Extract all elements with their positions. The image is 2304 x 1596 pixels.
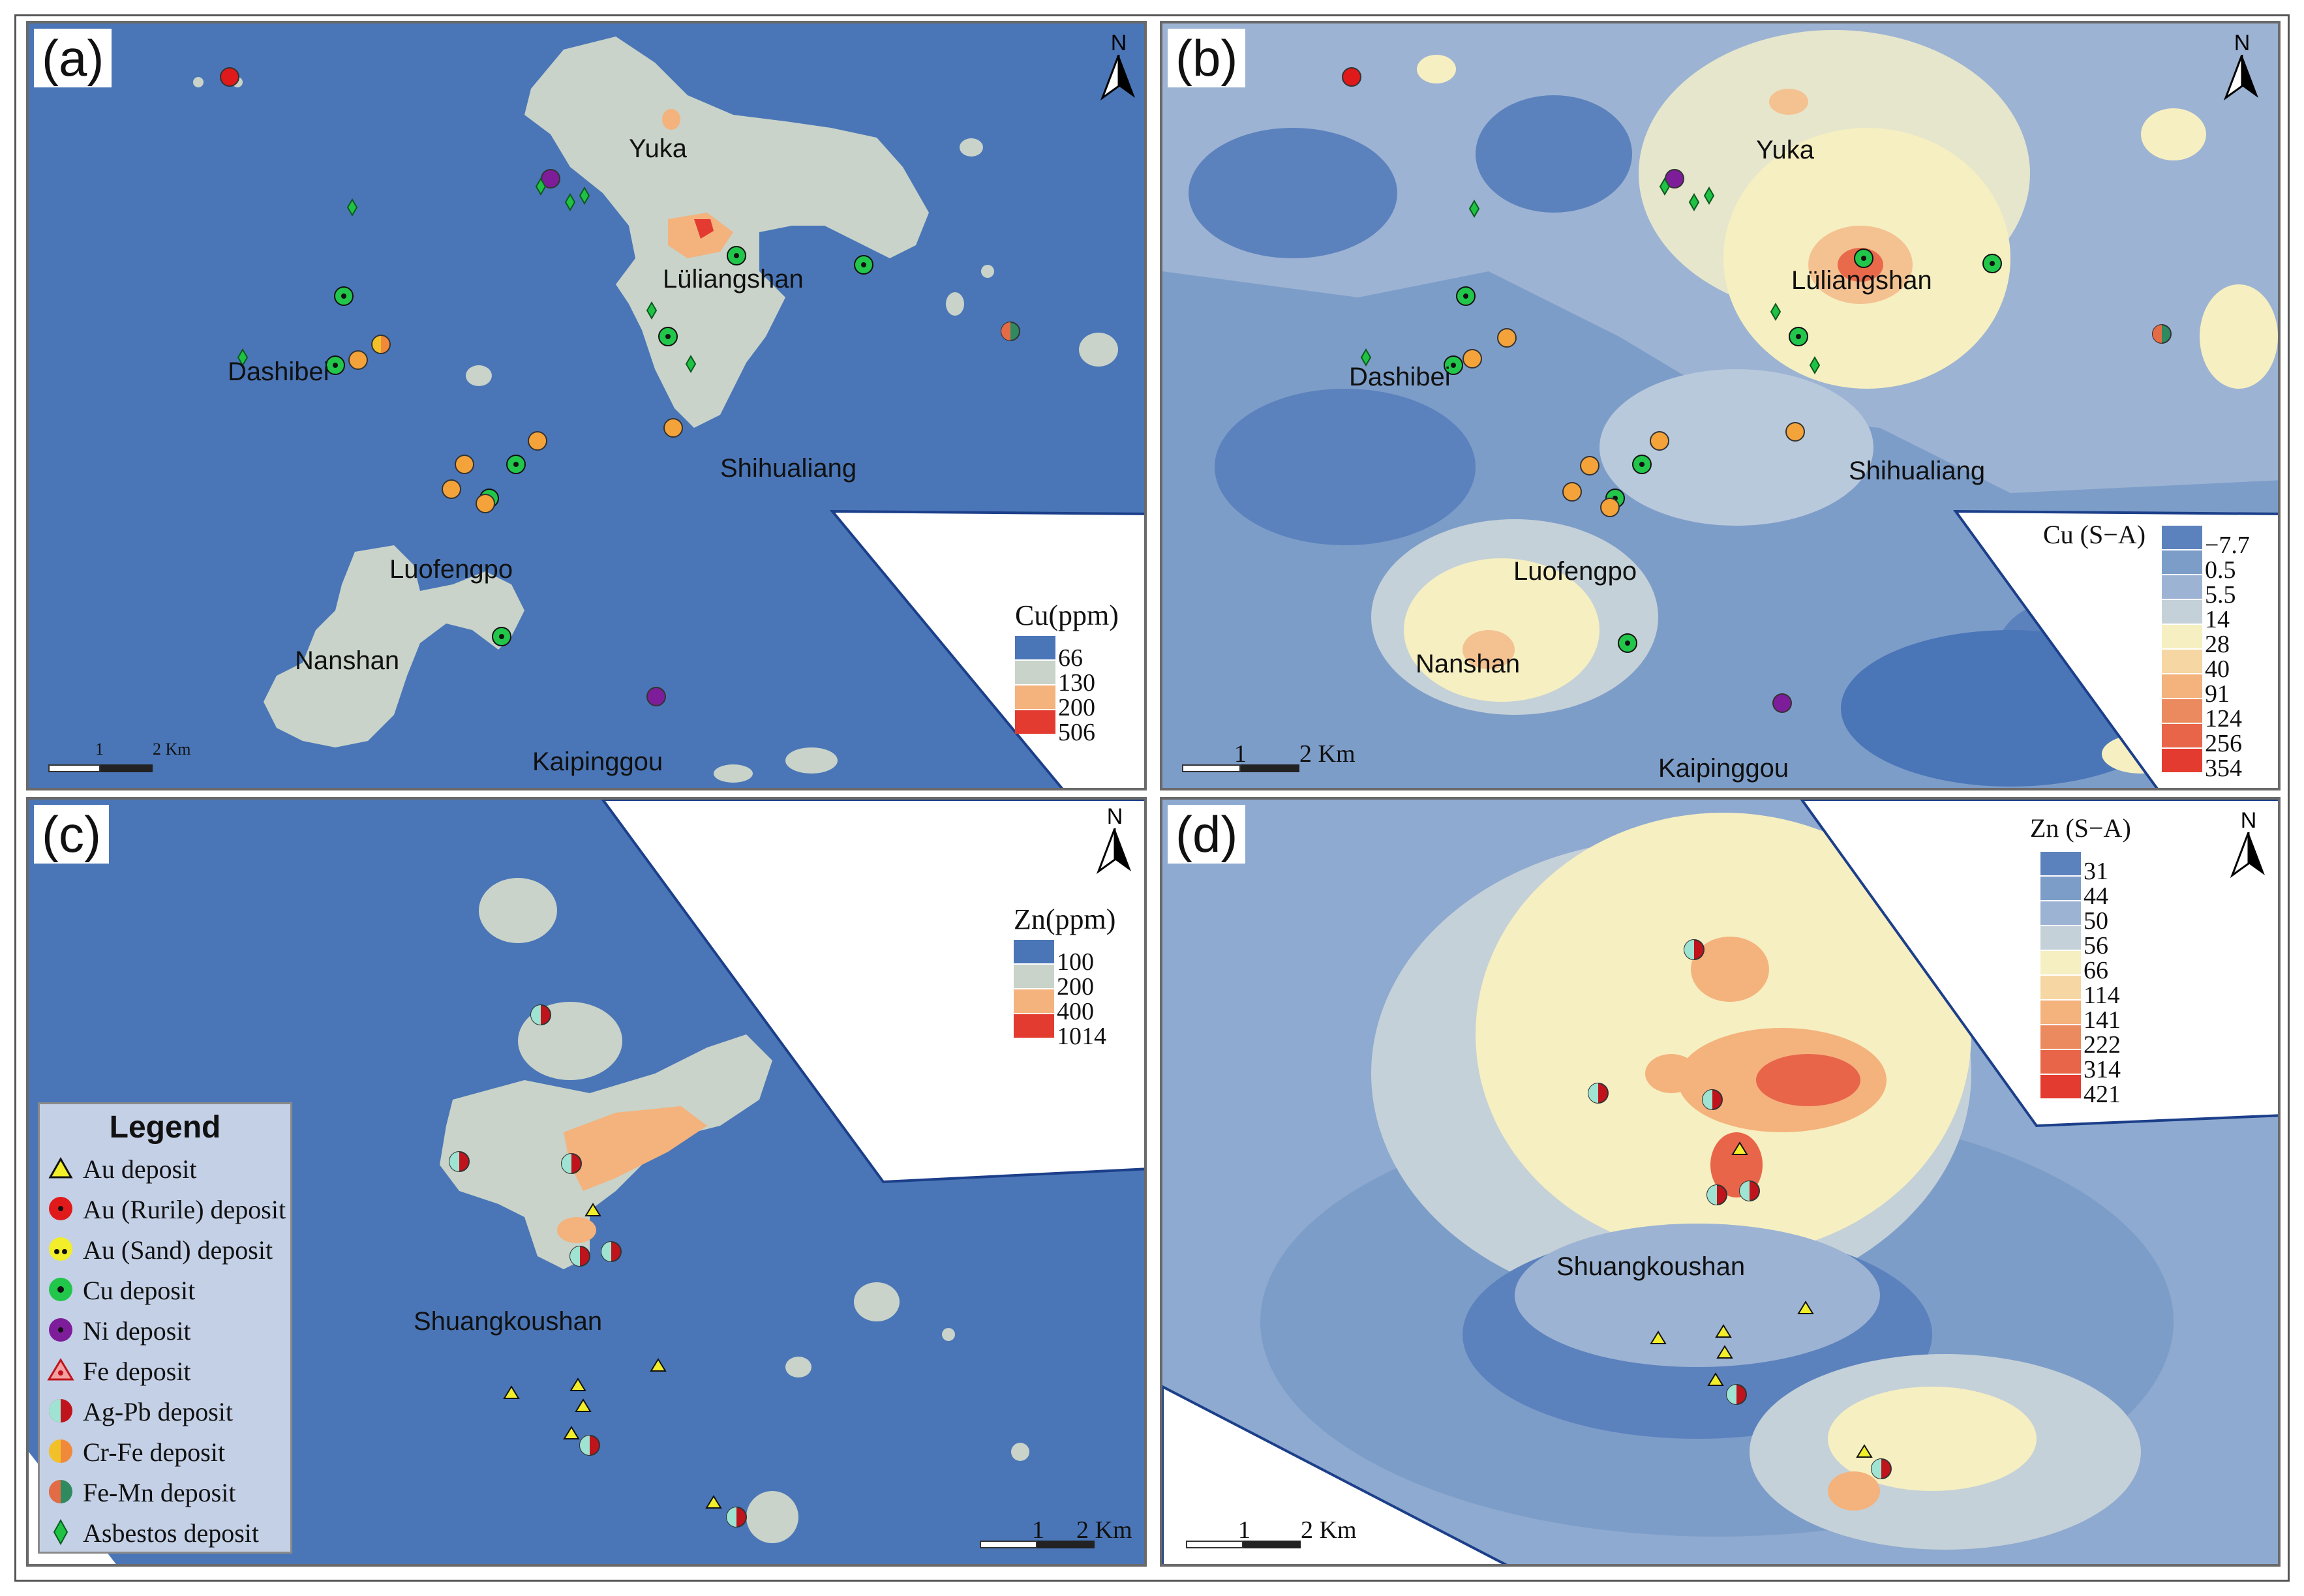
panel-c-scale-bar: 1 2 Km bbox=[980, 1516, 1132, 1556]
legend-title: Legend bbox=[109, 1110, 221, 1145]
north-arrow-icon bbox=[1100, 54, 1135, 101]
deposit-legend: Legend Au deposit Au (Rurile) deposit Au… bbox=[38, 1102, 292, 1554]
legend-item-cr-fe: Cr-Fe deposit bbox=[46, 1434, 288, 1473]
north-arrow-icon bbox=[2223, 54, 2258, 101]
au-rurile-deposit-icon bbox=[49, 1197, 72, 1220]
panel-a-cu-ppm-map: (a) N Yuka Lüliangshan Dashibei Shihuali… bbox=[26, 21, 1147, 790]
legend-item-ni: Ni deposit bbox=[46, 1313, 288, 1352]
place-yuka: Yuka bbox=[629, 134, 687, 163]
legend-item-au: Au deposit bbox=[46, 1151, 288, 1190]
panel-d-zn-sa-map: (d) N Shuangkoushan Zn (S−A) 31 44 50 56… bbox=[1160, 797, 2281, 1567]
panel-d-label: (d) bbox=[1168, 805, 1246, 864]
place-kaipinggou: Kaipinggou bbox=[532, 747, 663, 776]
place-luofengpo: Luofengpo bbox=[389, 555, 513, 584]
legend-item-fe-mn: Fe-Mn deposit bbox=[46, 1475, 288, 1514]
panel-d-deposit-markers bbox=[1588, 939, 1892, 1479]
fe-mn-deposit-icon bbox=[49, 1480, 72, 1503]
panel-c-north-arrow: N bbox=[1092, 805, 1138, 877]
place-luofengpo: Luofengpo bbox=[1513, 557, 1637, 586]
legend-item-cu: Cu deposit bbox=[46, 1272, 288, 1312]
panel-d-north-arrow: N bbox=[2226, 809, 2271, 881]
place-dashibei: Dashibei bbox=[1349, 363, 1451, 391]
place-shuangkoushan: Shuangkoushan bbox=[414, 1307, 603, 1336]
place-nanshan: Nanshan bbox=[1416, 650, 1521, 678]
north-arrow-icon bbox=[1096, 828, 1131, 875]
panel-b-deposit-markers bbox=[1342, 67, 2172, 713]
ag-pb-deposit-icon bbox=[49, 1399, 72, 1423]
north-arrow-icon bbox=[2230, 832, 2265, 879]
place-shihualiang: Shihualiang bbox=[720, 454, 857, 483]
panel-a-deposit-markers bbox=[220, 67, 1020, 706]
au-deposit-icon bbox=[48, 1156, 73, 1179]
place-luliangshan: Lüliangshan bbox=[663, 265, 804, 294]
panel-c-color-legend: Zn(ppm) 100 200 400 1014 bbox=[1014, 903, 1116, 1050]
panel-a-map-graphic bbox=[29, 23, 1144, 788]
place-shihualiang: Shihualiang bbox=[1849, 457, 1986, 485]
legend-item-au-rurile: Au (Rurile) deposit bbox=[46, 1192, 288, 1231]
panel-c-label: (c) bbox=[34, 805, 109, 864]
panel-a-color-legend: Cu(ppm) 66 130 200 506 bbox=[1015, 599, 1119, 746]
panel-b-cu-sa-map: (b) N Yuka Lüliangshan Dashibei Shihuali… bbox=[1160, 21, 2281, 790]
panel-b-north-arrow: N bbox=[2219, 31, 2265, 103]
panel-b-scale-bar: 1 2 Km bbox=[1182, 740, 1356, 780]
cu-deposit-icon bbox=[49, 1278, 72, 1301]
fe-deposit-icon bbox=[47, 1358, 74, 1381]
place-dashibei: Dashibei bbox=[228, 357, 329, 386]
ni-deposit-icon bbox=[49, 1318, 72, 1342]
panel-d-color-legend: Zn (S−A) bbox=[2030, 813, 2131, 843]
panel-b-map-graphic bbox=[1162, 23, 2278, 788]
legend-item-fe: Fe deposit bbox=[46, 1353, 288, 1393]
panel-a-north-arrow: N bbox=[1096, 31, 1142, 103]
panel-b-label: (b) bbox=[1168, 29, 1246, 87]
panel-a-label: (a) bbox=[34, 29, 112, 87]
place-kaipinggou: Kaipinggou bbox=[1658, 754, 1789, 783]
au-sand-deposit-icon bbox=[49, 1237, 72, 1261]
figure-frame bbox=[14, 14, 2290, 1582]
panel-d-map-graphic bbox=[1162, 800, 2278, 1564]
panel-d-scale-bar: 1 2 Km bbox=[1186, 1516, 1357, 1556]
panel-a-scale-bar: 1 2 Km bbox=[48, 740, 192, 780]
cr-fe-deposit-icon bbox=[49, 1439, 72, 1463]
place-yuka: Yuka bbox=[1756, 136, 1814, 164]
place-shuangkoushan: Shuangkoushan bbox=[1556, 1252, 1746, 1281]
legend-item-ag-pb: Ag-Pb deposit bbox=[46, 1394, 288, 1433]
legend-item-asbestos: Asbestos deposit bbox=[46, 1515, 288, 1554]
panel-c-deposit-markers bbox=[449, 1004, 747, 1528]
asbestos-deposit-icon bbox=[53, 1519, 68, 1546]
place-nanshan: Nanshan bbox=[295, 646, 400, 675]
legend-item-au-sand: Au (Sand) deposit bbox=[46, 1232, 288, 1271]
panel-b-color-legend: Cu (S−A) bbox=[2043, 520, 2146, 549]
place-luliangshan: Lüliangshan bbox=[1791, 266, 1932, 295]
